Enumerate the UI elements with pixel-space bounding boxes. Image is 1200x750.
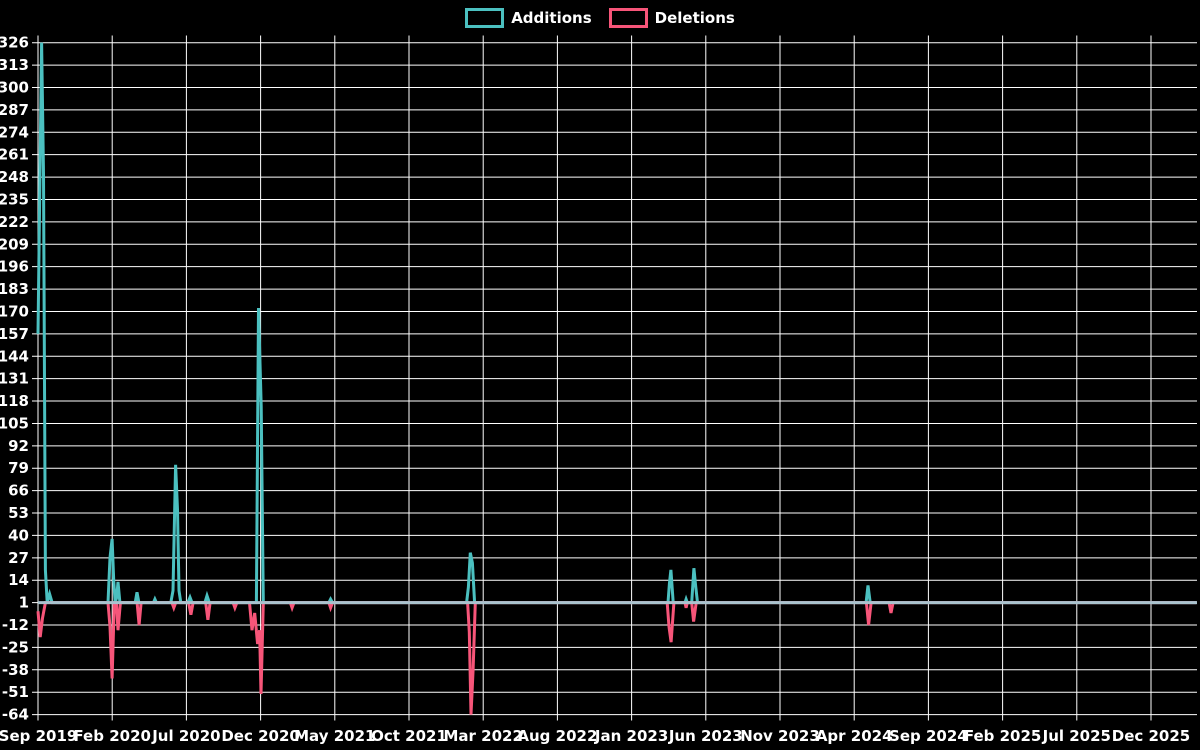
y-tick-label: 170 xyxy=(0,302,29,320)
y-tick-label: 157 xyxy=(0,325,29,343)
y-tick-label: 248 xyxy=(0,168,29,186)
y-tick-label: 313 xyxy=(0,56,29,74)
y-tick-label: 53 xyxy=(8,504,29,522)
additions-legend-label: Additions xyxy=(511,8,592,27)
y-tick-label: 14 xyxy=(8,571,29,589)
y-tick-label: 274 xyxy=(0,123,29,141)
y-tick-label: -25 xyxy=(2,638,29,656)
y-tick-label: -51 xyxy=(2,683,29,701)
y-tick-label: 1 xyxy=(19,594,29,612)
y-tick-label: -64 xyxy=(2,706,29,724)
y-tick-label: -12 xyxy=(2,616,29,634)
y-tick-label: 144 xyxy=(0,347,29,365)
x-tick-label: Apr 2024 xyxy=(816,727,893,745)
y-tick-label: 261 xyxy=(0,146,29,164)
y-tick-label: 183 xyxy=(0,280,29,298)
y-tick-label: 300 xyxy=(0,78,29,96)
y-tick-label: 131 xyxy=(0,370,29,388)
x-tick-label: May 2021 xyxy=(294,727,375,745)
y-tick-label: 92 xyxy=(8,437,29,455)
y-tick-label: 222 xyxy=(0,213,29,231)
chart-legend: Additions Deletions xyxy=(0,8,1200,28)
y-tick-label: 118 xyxy=(0,392,29,410)
x-tick-label: Jul 2025 xyxy=(1042,727,1111,745)
x-tick-label: Aug 2022 xyxy=(517,727,597,745)
x-tick-label: Feb 2025 xyxy=(964,727,1042,745)
x-tick-label: Oct 2021 xyxy=(371,727,447,745)
deletions-legend-label: Deletions xyxy=(654,8,735,27)
legend-item-deletions[interactable]: Deletions xyxy=(608,8,735,28)
additions-swatch-icon xyxy=(465,8,505,28)
x-tick-label: Jun 2023 xyxy=(668,727,743,745)
x-tick-label: Jul 2020 xyxy=(151,727,220,745)
deletions-line xyxy=(36,601,1197,715)
additions-line xyxy=(36,42,1197,605)
x-tick-label: Jan 2023 xyxy=(594,727,668,745)
y-tick-label: 326 xyxy=(0,34,29,52)
x-tick-label: Mar 2022 xyxy=(443,727,522,745)
y-tick-label: 235 xyxy=(0,190,29,208)
x-tick-label: Nov 2023 xyxy=(740,727,820,745)
y-tick-label: 40 xyxy=(8,526,29,544)
y-tick-label: 209 xyxy=(0,235,29,253)
y-tick-label: 66 xyxy=(8,482,29,500)
y-tick-label: 105 xyxy=(0,414,29,432)
x-tick-label: Sep 2019 xyxy=(0,727,77,745)
y-tick-label: 27 xyxy=(8,549,29,567)
x-tick-label: Dec 2020 xyxy=(221,727,300,745)
x-tick-label: Dec 2025 xyxy=(1112,727,1191,745)
x-tick-label: Sep 2024 xyxy=(889,727,968,745)
y-tick-label: -38 xyxy=(2,661,29,679)
x-tick-label: Feb 2020 xyxy=(73,727,151,745)
y-tick-label: 196 xyxy=(0,258,29,276)
deletions-swatch-icon xyxy=(608,8,648,28)
y-tick-label: 79 xyxy=(8,459,29,477)
y-tick-label: 287 xyxy=(0,101,29,119)
legend-item-additions[interactable]: Additions xyxy=(465,8,592,28)
